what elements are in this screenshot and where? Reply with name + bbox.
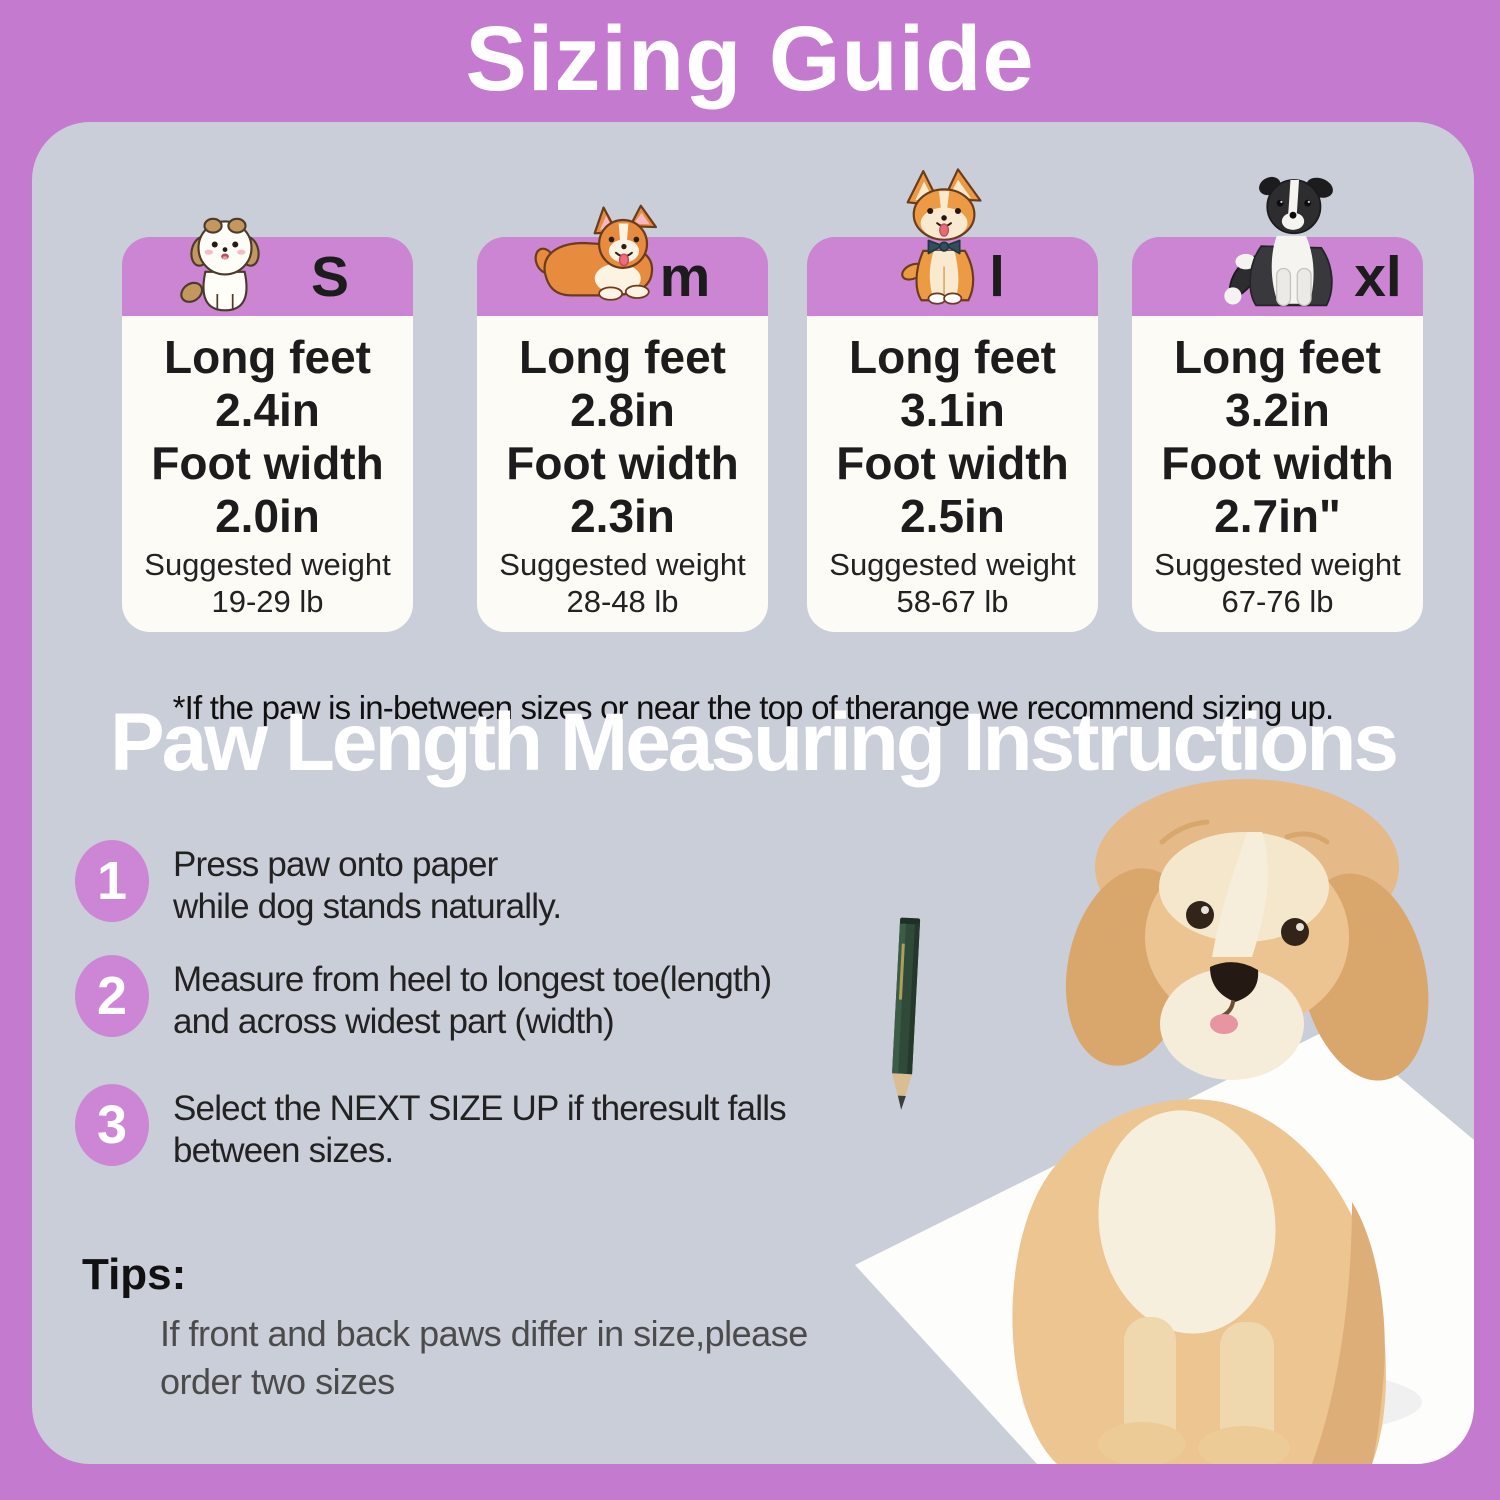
size-label: S xyxy=(310,245,350,309)
size-card-s-body: Long feet 2.4in Foot width 2.0in Suggest… xyxy=(122,316,413,632)
tips-line1: If front and back paws differ in size,pl… xyxy=(160,1313,808,1354)
step-text-line2: while dog stands naturally. xyxy=(173,887,562,926)
weight-range: 67-76 lb xyxy=(1221,584,1334,619)
length-label: Long feet xyxy=(849,331,1056,383)
size-card-xl-body: Long feet 3.2in Foot width 2.7in" Sugges… xyxy=(1132,316,1423,632)
step-text-line2: between sizes. xyxy=(173,1131,394,1170)
tips-text: If front and back paws differ in size,pl… xyxy=(160,1310,808,1406)
length-label: Long feet xyxy=(519,331,726,383)
puppy-photo xyxy=(855,779,1474,1464)
width-value: 2.5in xyxy=(900,490,1005,542)
size-card-s: S Long feet 2.4in Foot width 2.0in Sugge… xyxy=(122,217,413,632)
step-number-badge: 3 xyxy=(75,1084,149,1166)
step-number-badge: 1 xyxy=(75,840,149,922)
width-label: Foot width xyxy=(836,437,1069,489)
width-label: Foot width xyxy=(506,437,739,489)
shih-tzu-icon xyxy=(180,217,260,312)
width-label: Foot width xyxy=(1161,437,1394,489)
width-label: Foot width xyxy=(151,437,384,489)
step-text: Select the NEXT SIZE UP if theresult fal… xyxy=(173,1084,787,1172)
corgi-bowtie-icon xyxy=(901,168,982,305)
size-card-m: m Long feet 2.8in Foot width 2.3in Sugge… xyxy=(477,204,768,632)
tips-line2: order two sizes xyxy=(160,1361,395,1402)
content-panel: S Long feet 2.4in Foot width 2.0in Sugge… xyxy=(32,122,1474,1464)
sizing-note: *If the paw is in-between sizes or near … xyxy=(172,689,1335,726)
size-card-l: l Long feet 3.1in Foot width 2.5in Sugge… xyxy=(807,168,1098,632)
weight-range: 58-67 lb xyxy=(896,584,1009,619)
page-title: Sizing Guide xyxy=(465,8,1035,110)
length-value: 2.4in xyxy=(215,384,320,436)
weight-label: Suggested weight xyxy=(1154,547,1401,582)
step-text-line1: Select the NEXT SIZE UP if theresult fal… xyxy=(173,1089,787,1128)
weight-range: 19-29 lb xyxy=(211,584,324,619)
step-item-2: 2 Measure from heel to longest toe(lengt… xyxy=(75,955,772,1043)
length-value: 2.8in xyxy=(570,384,675,436)
step-item-3: 3 Select the NEXT SIZE UP if theresult f… xyxy=(75,1084,787,1172)
step-number-badge: 2 xyxy=(75,955,149,1037)
tips-label: Tips: xyxy=(82,1250,187,1299)
step-text-line1: Measure from heel to longest toe(length) xyxy=(173,960,772,999)
measuring-heading: Paw Length Measuring Instructions xyxy=(109,697,1399,788)
width-value: 2.7in" xyxy=(1214,490,1341,542)
puppy xyxy=(1012,779,1429,1464)
step-text: Press paw onto paper while dog stands na… xyxy=(173,840,562,928)
size-label: m xyxy=(659,245,711,309)
weight-label: Suggested weight xyxy=(499,547,746,582)
step-text-line1: Press paw onto paper xyxy=(173,845,498,884)
corgi-lying-icon xyxy=(534,204,657,301)
length-label: Long feet xyxy=(1174,331,1381,383)
border-collie-icon xyxy=(1224,176,1333,307)
width-value: 2.0in xyxy=(215,490,320,542)
weight-label: Suggested weight xyxy=(144,547,391,582)
pencil-icon xyxy=(892,917,921,1110)
size-label: l xyxy=(989,245,1005,309)
weight-range: 28-48 lb xyxy=(566,584,679,619)
length-value: 3.2in xyxy=(1225,384,1330,436)
size-label: xl xyxy=(1354,245,1402,309)
step-text: Measure from heel to longest toe(length)… xyxy=(173,955,772,1043)
size-card-m-body: Long feet 2.8in Foot width 2.3in Suggest… xyxy=(477,316,768,632)
size-card-xl: xl Long feet 3.2in Foot width 2.7in" Sug… xyxy=(1132,176,1423,632)
weight-label: Suggested weight xyxy=(829,547,1076,582)
length-value: 3.1in xyxy=(900,384,1005,436)
size-card-s-header xyxy=(122,237,413,316)
step-text-line2: and across widest part (width) xyxy=(173,1002,615,1041)
size-card-l-body: Long feet 3.1in Foot width 2.5in Suggest… xyxy=(807,316,1098,632)
width-value: 2.3in xyxy=(570,490,675,542)
length-label: Long feet xyxy=(164,331,371,383)
step-item-1: 1 Press paw onto paper while dog stands … xyxy=(75,840,562,928)
